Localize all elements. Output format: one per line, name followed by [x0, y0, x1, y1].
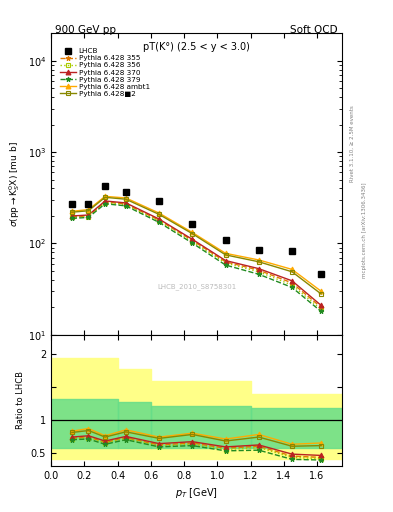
X-axis label: $p_T$ [GeV]: $p_T$ [GeV] — [175, 486, 218, 500]
Text: pT(K°) (2.5 < y < 3.0): pT(K°) (2.5 < y < 3.0) — [143, 42, 250, 52]
Text: mcplots.cern.ch [arXiv:1306.3436]: mcplots.cern.ch [arXiv:1306.3436] — [362, 183, 367, 278]
Y-axis label: $\sigma(\mathsf{pp}{\rightarrow}\mathsf{K}^0_S \mathsf{X})$ [mu b]: $\sigma(\mathsf{pp}{\rightarrow}\mathsf{… — [7, 141, 22, 227]
Legend: LHCB, Pythia 6.428 355, Pythia 6.428 356, Pythia 6.428 370, Pythia 6.428 379, Py: LHCB, Pythia 6.428 355, Pythia 6.428 356… — [58, 46, 152, 99]
Text: LHCB_2010_S8758301: LHCB_2010_S8758301 — [157, 283, 236, 290]
Text: Soft QCD: Soft QCD — [290, 25, 338, 35]
Y-axis label: Ratio to LHCB: Ratio to LHCB — [16, 371, 25, 430]
Text: Rivet 3.1.10, ≥ 2.5M events: Rivet 3.1.10, ≥ 2.5M events — [350, 105, 355, 182]
Text: 900 GeV pp: 900 GeV pp — [55, 25, 116, 35]
